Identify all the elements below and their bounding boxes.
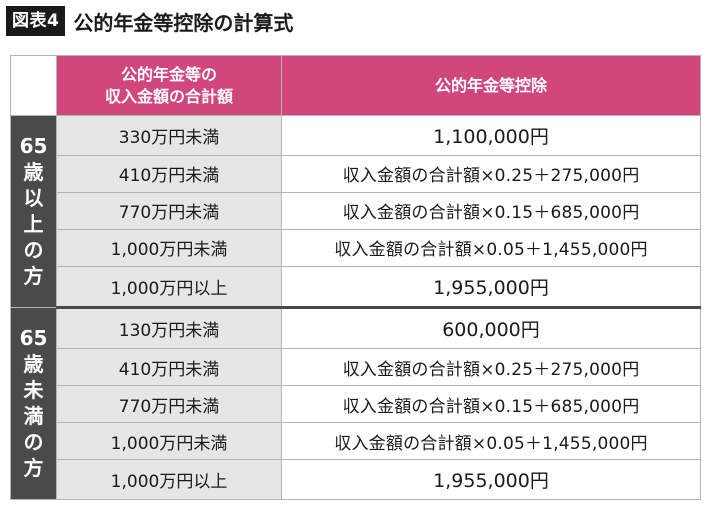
- group-label-under-65: 65 歳 未 満 の 方: [10, 306, 57, 501]
- deduction-cell: 収入金額の合計額×0.25＋275,000円: [281, 154, 701, 193]
- deduction-cell: 1,955,000円: [281, 265, 701, 309]
- deduction-cell: 収入金額の合計額×0.15＋685,000円: [281, 191, 701, 230]
- income-range-cell: 1,000万円未満: [56, 228, 282, 267]
- group-label-char: 上: [23, 212, 44, 237]
- table-row: 65 歳 以 上 の 方 330万円未満 1,100,000円: [10, 115, 701, 308]
- group-label-char: 満: [23, 404, 44, 429]
- deduction-cell: 収入金額の合計額×0.15＋685,000円: [281, 385, 701, 424]
- table-row: 410万円未満 収入金額の合計額×0.25＋275,000円: [11, 154, 701, 193]
- table-row: 1,000万円以上 1,955,000円: [11, 459, 701, 500]
- deduction-cell: 収入金額の合計額×0.05＋1,455,000円: [281, 422, 701, 461]
- table-row: 770万円未満 収入金額の合計額×0.15＋685,000円: [11, 385, 701, 424]
- group-label-char: 65: [19, 134, 48, 159]
- income-range-cell: 1,000万円以上: [56, 265, 282, 309]
- header-row: 公的年金等の 収入金額の合計額 公的年金等控除: [10, 55, 701, 116]
- deduction-cell: 600,000円: [281, 306, 701, 350]
- deduction-table: 公的年金等の 収入金額の合計額 公的年金等控除 65 歳 以 上 の 方 330…: [10, 55, 701, 501]
- group-label-char: の: [23, 238, 44, 263]
- income-range-cell: 410万円未満: [56, 154, 282, 193]
- table-row: 1,000万円以上 1,955,000円: [11, 265, 701, 309]
- figure-badge: 図表4: [6, 6, 66, 36]
- header-deduction: 公的年金等控除: [281, 55, 701, 116]
- figure-header: 図表4 公的年金等控除の計算式: [6, 6, 293, 36]
- income-range-cell: 770万円未満: [56, 385, 282, 424]
- deduction-cell: 1,955,000円: [281, 459, 701, 500]
- group-label-char: 以: [23, 186, 44, 211]
- income-range-cell: 770万円未満: [56, 191, 282, 230]
- group-label-char: 歳: [23, 160, 44, 185]
- group-label-65-and-over: 65 歳 以 上 の 方: [10, 115, 57, 308]
- income-range-cell: 1,000万円以上: [56, 459, 282, 500]
- table-row: 65 歳 未 満 の 方 130万円未満 600,000円: [10, 306, 701, 501]
- corner-cell: [10, 55, 57, 116]
- group-label-char: 65: [19, 326, 48, 351]
- figure-title: 公的年金等控除の計算式: [73, 10, 294, 35]
- group-label-char: 方: [23, 264, 44, 289]
- group-label-char: 未: [23, 378, 44, 403]
- deduction-cell: 収入金額の合計額×0.25＋275,000円: [281, 348, 701, 387]
- header-income: 公的年金等の 収入金額の合計額: [56, 55, 282, 116]
- table-row: 410万円未満 収入金額の合計額×0.25＋275,000円: [11, 348, 701, 387]
- income-range-cell: 330万円未満: [56, 115, 282, 156]
- header-income-line2: 収入金額の合計額: [104, 86, 233, 106]
- deduction-cell: 収入金額の合計額×0.05＋1,455,000円: [281, 228, 701, 267]
- deduction-cell: 1,100,000円: [281, 115, 701, 156]
- table-row: 1,000万円未満 収入金額の合計額×0.05＋1,455,000円: [11, 422, 701, 461]
- income-range-cell: 1,000万円未満: [56, 422, 282, 461]
- income-range-cell: 130万円未満: [56, 306, 282, 350]
- income-range-cell: 410万円未満: [56, 348, 282, 387]
- group-label-char: 歳: [23, 352, 44, 377]
- group-label-char: 方: [23, 456, 44, 481]
- table-row: 770万円未満 収入金額の合計額×0.15＋685,000円: [11, 191, 701, 230]
- table-row: 1,000万円未満 収入金額の合計額×0.05＋1,455,000円: [11, 228, 701, 267]
- group-label-char: の: [23, 430, 44, 455]
- header-income-line1: 公的年金等の: [120, 64, 217, 84]
